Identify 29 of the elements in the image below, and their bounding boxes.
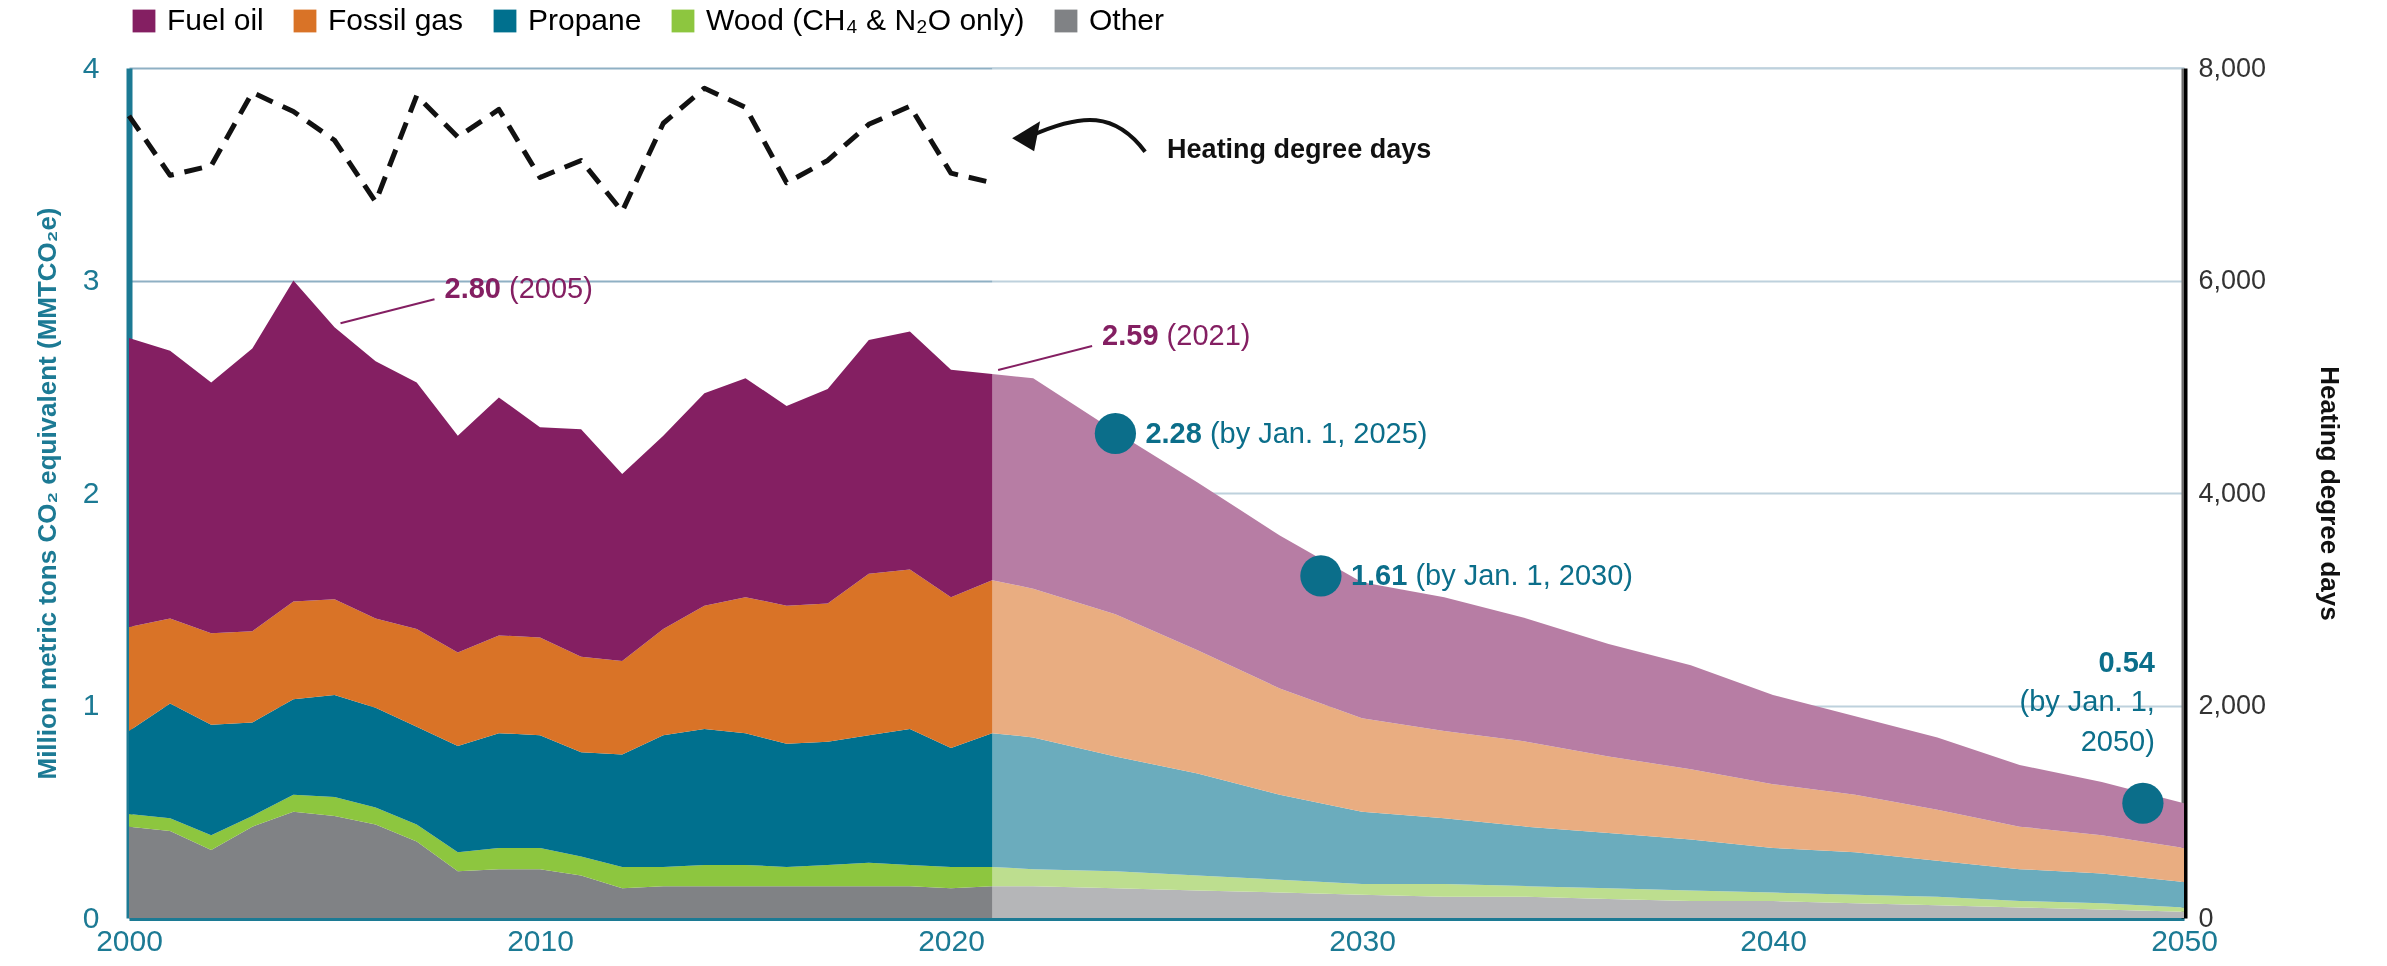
point bbox=[1094, 412, 1137, 455]
legend-label: Wood (CH₄ & N₂O only) bbox=[706, 3, 1025, 36]
y-tick-label: 4 bbox=[82, 50, 100, 84]
x-tick-label: 2030 bbox=[1329, 923, 1396, 957]
y2-tick-label: 4,000 bbox=[2198, 477, 2267, 508]
y-tick-label: 2 bbox=[82, 475, 100, 509]
annotation: 2.80 (2005) bbox=[444, 272, 593, 305]
legend-label: Fossil gas bbox=[328, 3, 464, 36]
annotation: 2.28 (by Jan. 1, 2025) bbox=[1145, 416, 1428, 449]
legend-label: Propane bbox=[528, 3, 642, 36]
y2-tick-label: 8,000 bbox=[2198, 52, 2267, 83]
legend-label: Fuel oil bbox=[167, 3, 264, 36]
annotation: 2.59 (2021) bbox=[1102, 319, 1251, 351]
y-tick-label: 3 bbox=[82, 263, 100, 296]
y2-axis-title: Heating degree days bbox=[2315, 366, 2346, 621]
x-tick-label: 2040 bbox=[1740, 923, 1807, 957]
x-tick-label: 2020 bbox=[918, 923, 985, 957]
y2-tick-label: 6,000 bbox=[2198, 265, 2267, 295]
x-tick-label: 2010 bbox=[507, 923, 574, 957]
point bbox=[2122, 782, 2164, 824]
y-tick-label: 1 bbox=[82, 688, 100, 721]
legend-label: Heating degree days bbox=[1167, 133, 1432, 164]
annotation: 0.54 (by Jan. 1, 2050) bbox=[2019, 646, 2155, 758]
y-axis-title: Million metric tons CO₂ equivalent (MMTCO₂e) bbox=[31, 207, 62, 780]
annotation: 1.61 (by Jan. 1, 2030) bbox=[1350, 558, 1634, 591]
legend-label: Other bbox=[1089, 3, 1165, 36]
y2-tick-label: 2,000 bbox=[2198, 690, 2267, 720]
point bbox=[1300, 555, 1342, 597]
y-tick-label: 0 bbox=[82, 900, 100, 934]
